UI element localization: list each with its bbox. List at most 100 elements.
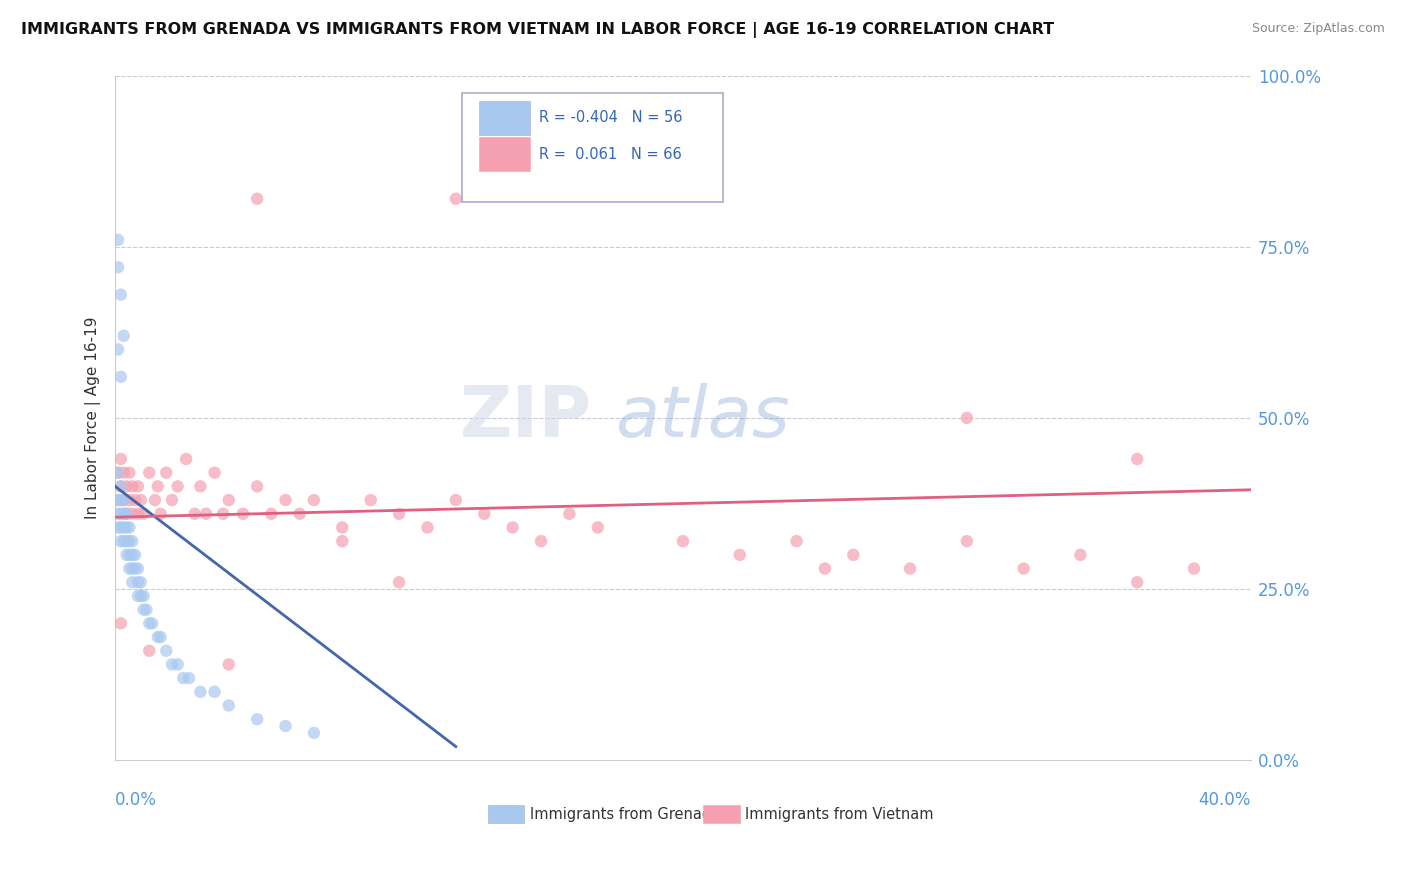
- Point: [107, 466, 129, 480]
- Point: [1182, 561, 1205, 575]
- Text: Immigrants from Grenada: Immigrants from Grenada: [530, 807, 720, 822]
- Point: [127, 561, 149, 575]
- Point: [146, 630, 169, 644]
- Text: Source: ZipAtlas.com: Source: ZipAtlas.com: [1251, 22, 1385, 36]
- Point: [1012, 561, 1035, 575]
- Point: [110, 452, 132, 467]
- Point: [107, 507, 129, 521]
- Point: [177, 671, 200, 685]
- Point: [118, 520, 141, 534]
- Point: [956, 411, 979, 425]
- Point: [558, 507, 581, 521]
- Point: [127, 479, 149, 493]
- Point: [132, 602, 155, 616]
- FancyBboxPatch shape: [488, 805, 524, 823]
- Point: [127, 589, 149, 603]
- Point: [112, 493, 135, 508]
- Point: [149, 630, 172, 644]
- Text: Immigrants from Vietnam: Immigrants from Vietnam: [745, 807, 934, 822]
- Point: [160, 657, 183, 672]
- Point: [121, 561, 143, 575]
- Text: R =  0.061   N = 66: R = 0.061 N = 66: [538, 147, 682, 161]
- Point: [138, 466, 160, 480]
- Text: 0.0%: 0.0%: [115, 791, 157, 809]
- Point: [388, 507, 411, 521]
- Point: [107, 493, 129, 508]
- Point: [302, 493, 325, 508]
- Point: [260, 507, 283, 521]
- Point: [288, 507, 311, 521]
- Point: [118, 548, 141, 562]
- Point: [814, 561, 837, 575]
- FancyBboxPatch shape: [461, 93, 723, 202]
- Point: [124, 561, 146, 575]
- Point: [110, 616, 132, 631]
- Point: [232, 507, 254, 521]
- Point: [121, 479, 143, 493]
- Point: [107, 520, 129, 534]
- Point: [107, 343, 129, 357]
- Point: [115, 534, 138, 549]
- Point: [118, 466, 141, 480]
- Point: [112, 534, 135, 549]
- Point: [274, 493, 297, 508]
- Point: [132, 589, 155, 603]
- Point: [129, 589, 152, 603]
- Point: [183, 507, 205, 521]
- Text: R = -0.404   N = 56: R = -0.404 N = 56: [538, 111, 682, 126]
- Point: [107, 493, 129, 508]
- Point: [956, 534, 979, 549]
- Point: [842, 548, 865, 562]
- Point: [115, 507, 138, 521]
- Point: [127, 575, 149, 590]
- Point: [115, 548, 138, 562]
- Point: [110, 507, 132, 521]
- Point: [218, 493, 240, 508]
- Y-axis label: In Labor Force | Age 16-19: In Labor Force | Age 16-19: [86, 317, 101, 519]
- Text: IMMIGRANTS FROM GRENADA VS IMMIGRANTS FROM VIETNAM IN LABOR FORCE | AGE 16-19 CO: IMMIGRANTS FROM GRENADA VS IMMIGRANTS FR…: [21, 22, 1054, 38]
- Point: [112, 466, 135, 480]
- Point: [115, 507, 138, 521]
- Text: ZIP: ZIP: [460, 384, 592, 452]
- Point: [107, 466, 129, 480]
- Point: [786, 534, 808, 549]
- Point: [330, 534, 353, 549]
- Point: [444, 493, 467, 508]
- Point: [1126, 575, 1149, 590]
- Point: [204, 685, 226, 699]
- Point: [502, 520, 524, 534]
- Point: [110, 369, 132, 384]
- Point: [672, 534, 695, 549]
- Point: [141, 616, 163, 631]
- Point: [121, 534, 143, 549]
- Point: [302, 726, 325, 740]
- Point: [146, 479, 169, 493]
- Point: [149, 507, 172, 521]
- Point: [360, 493, 382, 508]
- Point: [728, 548, 751, 562]
- Point: [190, 479, 212, 493]
- Point: [190, 685, 212, 699]
- Point: [138, 616, 160, 631]
- Point: [138, 644, 160, 658]
- Point: [115, 520, 138, 534]
- Point: [444, 192, 467, 206]
- Point: [218, 657, 240, 672]
- Text: 40.0%: 40.0%: [1198, 791, 1251, 809]
- Point: [110, 479, 132, 493]
- Point: [166, 657, 188, 672]
- Point: [110, 287, 132, 301]
- Point: [112, 328, 135, 343]
- Point: [155, 466, 177, 480]
- Point: [388, 575, 411, 590]
- Point: [107, 260, 129, 275]
- Point: [218, 698, 240, 713]
- Point: [204, 466, 226, 480]
- Point: [112, 493, 135, 508]
- Point: [118, 561, 141, 575]
- Point: [110, 534, 132, 549]
- Point: [112, 507, 135, 521]
- Point: [530, 534, 553, 549]
- Point: [586, 520, 609, 534]
- Point: [110, 520, 132, 534]
